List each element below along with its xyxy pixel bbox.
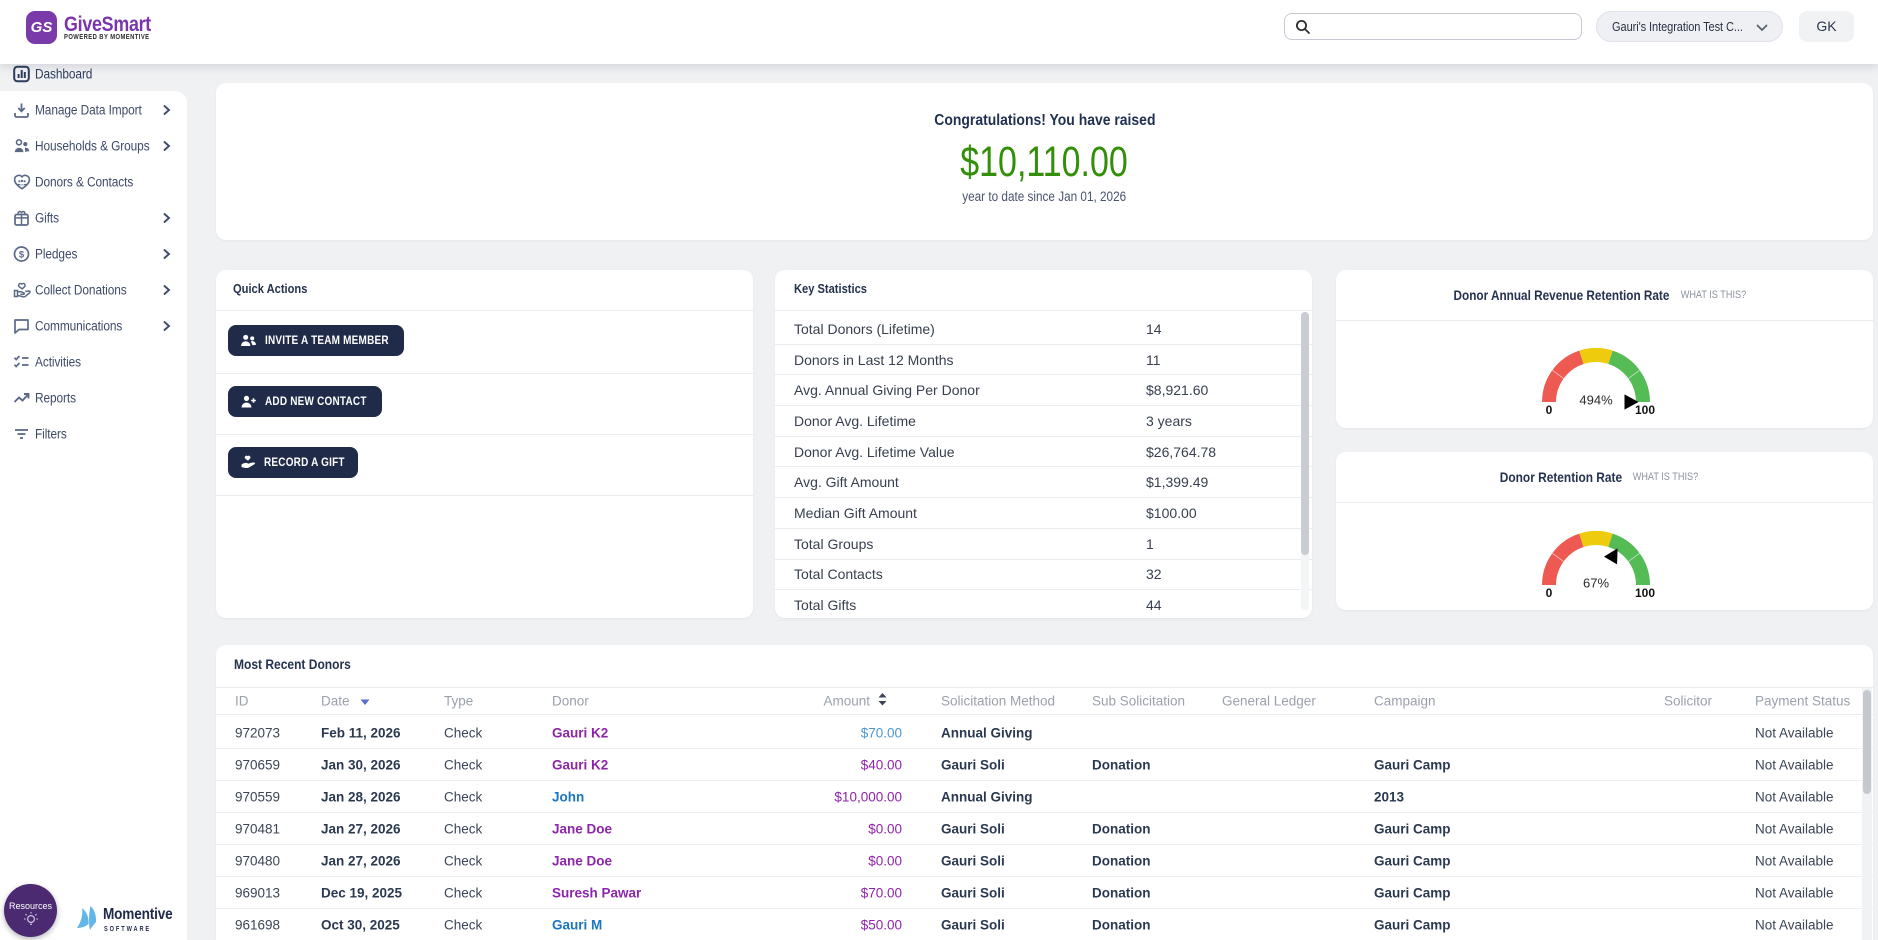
svg-text:0: 0 — [1546, 403, 1553, 417]
svg-text:100: 100 — [1635, 403, 1655, 417]
svg-text:67%: 67% — [1583, 576, 1609, 591]
svg-text:$: $ — [19, 250, 25, 261]
svg-text:494%: 494% — [1579, 393, 1613, 408]
svg-text:100: 100 — [1635, 586, 1655, 600]
svg-text:0: 0 — [1546, 586, 1553, 600]
